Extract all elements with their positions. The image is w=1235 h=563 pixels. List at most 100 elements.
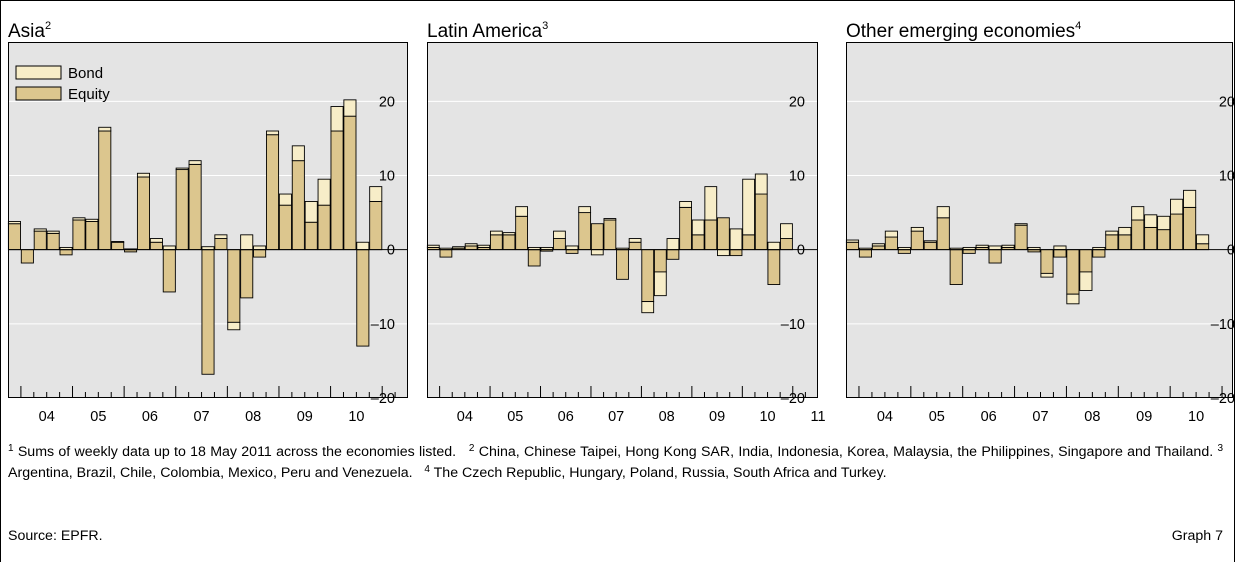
x-tick-label: 07 xyxy=(608,409,624,425)
x-tick-label: 09 xyxy=(709,409,725,425)
equity-bar xyxy=(754,193,768,251)
x-tick-label: 07 xyxy=(193,409,209,425)
y-tick-label: –10 xyxy=(371,317,395,333)
footnote-4: The Czech Republic, Hungary, Poland, Rus… xyxy=(433,465,887,481)
bond-bar xyxy=(227,321,241,331)
equity-bar xyxy=(1105,234,1119,251)
equity-bar xyxy=(515,215,528,251)
bond-bar xyxy=(502,232,516,236)
x-tick-label: 08 xyxy=(245,409,261,425)
bond-bar xyxy=(464,243,478,247)
equity-bar xyxy=(691,234,705,251)
equity-bar xyxy=(949,249,963,285)
equity-bar xyxy=(72,219,86,251)
equity-bar xyxy=(641,249,655,303)
y-tick-label: –20 xyxy=(371,391,395,407)
bond-bar xyxy=(136,172,150,178)
bond-bar xyxy=(253,245,267,251)
equity-bar xyxy=(565,249,579,254)
bond-bar xyxy=(578,206,592,214)
equity-bar xyxy=(343,115,357,251)
y-tick-label: 0 xyxy=(797,243,805,259)
y-tick-label: 20 xyxy=(379,94,395,110)
x-tick-label: 08 xyxy=(1084,409,1100,425)
bond-bar xyxy=(767,241,781,251)
x-tick-label: 06 xyxy=(981,409,997,425)
equity-bar xyxy=(1118,234,1132,251)
bond-bar xyxy=(1040,272,1054,278)
equity-bar xyxy=(679,206,692,251)
panel-title-text: Other emerging economies xyxy=(846,21,1075,42)
bond-bar xyxy=(33,228,47,232)
bond-bar xyxy=(1079,271,1093,291)
bond-bar xyxy=(704,186,718,221)
y-tick-label: –10 xyxy=(1211,317,1235,333)
equity-bar xyxy=(7,223,21,251)
plot-frame xyxy=(427,42,818,398)
footnotes: 1 Sums of weekly data up to 18 May 2011 … xyxy=(8,442,1223,484)
plot-frame xyxy=(8,42,408,398)
equity-bar xyxy=(489,234,503,251)
bond-bar xyxy=(240,234,254,251)
bond-bar xyxy=(565,245,579,251)
equity-bar xyxy=(356,249,370,347)
legend: Bond Equity xyxy=(15,65,110,103)
bond-bar xyxy=(426,244,440,248)
equity-bar xyxy=(1196,243,1210,251)
bond-bar xyxy=(304,201,318,223)
bond-bar xyxy=(85,218,99,222)
equity-bar xyxy=(767,249,781,285)
equity-bar xyxy=(628,241,642,251)
y-tick-label: 0 xyxy=(387,243,395,259)
equity-bar xyxy=(304,221,318,251)
y-tick-label: 20 xyxy=(789,94,805,110)
bond-bar xyxy=(1053,245,1067,251)
equity-bar xyxy=(188,163,202,251)
bond-bar xyxy=(641,301,655,314)
bond-bar xyxy=(214,234,228,239)
bond-bar xyxy=(910,226,924,232)
equity-bar xyxy=(253,249,267,258)
bond-bar xyxy=(717,249,730,257)
bond-bar xyxy=(742,178,756,236)
bond-bar xyxy=(1131,206,1145,221)
equity-bar xyxy=(502,234,516,251)
x-tick-label: 04 xyxy=(457,409,473,425)
plot-frame xyxy=(846,42,1233,398)
bond-bar xyxy=(1170,198,1184,215)
footnote-4-mark: 4 xyxy=(424,464,430,475)
x-tick-label: 09 xyxy=(1136,409,1152,425)
panel-title-footnote-mark: 4 xyxy=(1075,20,1081,32)
bond-bar xyxy=(754,173,768,195)
equity-bar xyxy=(845,241,860,251)
bond-bar xyxy=(489,230,503,236)
panel-title-text: Asia xyxy=(8,21,45,42)
bond-bar xyxy=(923,240,937,243)
x-tick-label: 10 xyxy=(1188,409,1204,425)
equity-bar xyxy=(33,230,47,251)
bond-bar xyxy=(884,230,898,238)
bond-bar xyxy=(7,221,21,225)
x-tick-label: 07 xyxy=(1032,409,1048,425)
equity-bar xyxy=(1014,224,1028,251)
equity-bar xyxy=(240,249,254,299)
equity-bar xyxy=(201,249,215,375)
graph-number: Graph 7 xyxy=(1171,528,1223,544)
bond-bar xyxy=(330,106,344,132)
bond-bar xyxy=(780,223,793,239)
equity-bar xyxy=(858,249,872,258)
bond-bar xyxy=(162,245,176,251)
equity-bar xyxy=(98,130,112,251)
equity-bar xyxy=(527,249,541,267)
equity-bar xyxy=(227,249,241,323)
bond-bar xyxy=(343,99,357,117)
chart-panel-3: 04 05 06 07 08 09 10 20 10 0 –10 –20 Other emerging … xyxy=(845,20,1235,425)
equity-bar xyxy=(330,130,344,251)
bond-bar xyxy=(871,243,885,247)
equity-legend-swatch xyxy=(15,86,62,101)
equity-bar xyxy=(369,201,383,251)
x-tick-label: 09 xyxy=(297,409,313,425)
bond-bar xyxy=(1001,244,1015,248)
bond-bar xyxy=(149,238,163,243)
